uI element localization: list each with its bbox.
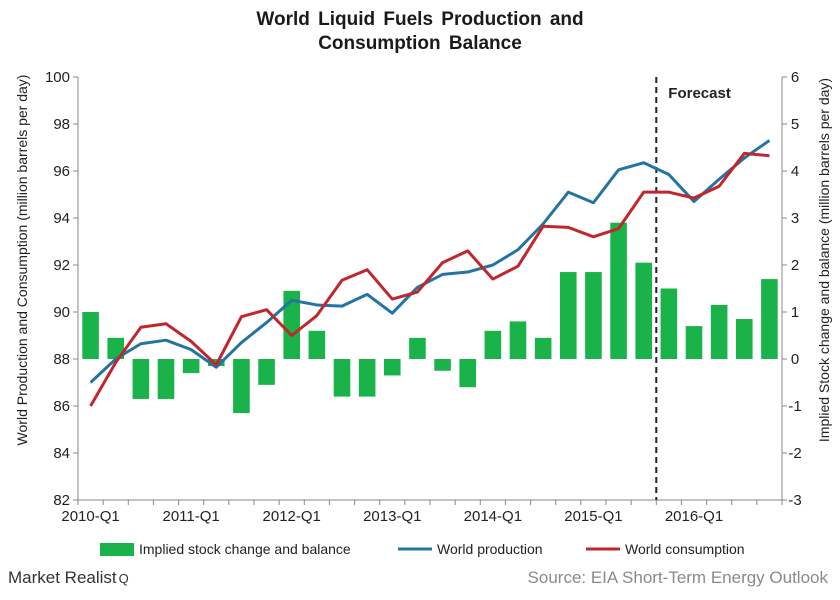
stock-change-bar — [358, 359, 376, 397]
world-consumption-line — [89, 151, 770, 407]
stock-change-bar — [585, 272, 602, 359]
stock-change-bar — [559, 272, 577, 359]
forecast-label: Forecast — [668, 85, 731, 102]
stock-change-bar — [534, 337, 552, 359]
source-note: Source: EIA Short-Term Energy Outlook — [527, 568, 828, 587]
implied-stock-change-and-balance-legend-label: Implied stock change and balance — [139, 541, 351, 557]
stock-change-bar — [258, 359, 275, 385]
stock-change-bar — [735, 319, 753, 359]
y-tick-right-label: -2 — [788, 445, 801, 462]
y-tick-right-label: 6 — [791, 69, 799, 86]
implied-stock-change-and-balance-legend-swatch — [100, 543, 134, 556]
world-consumption-legend-label: World consumption — [625, 541, 745, 557]
stock-change-bar — [107, 337, 125, 359]
brand-logo: Market Realist Q — [8, 568, 129, 588]
y-axis-label-left: World Production and Consumption (millio… — [14, 75, 30, 446]
lines-series — [89, 139, 771, 407]
x-tick-label: 2016-Q1 — [665, 508, 723, 525]
stock-change-bar — [635, 262, 653, 359]
y-tick-left-label: 96 — [53, 163, 70, 180]
y-tick-left-label: 86 — [53, 398, 70, 415]
y-tick-right-label: 4 — [791, 163, 799, 180]
stock-change-bar — [82, 312, 99, 359]
axes: 82 84 86 88 90 92 94 96 98 100 -3 -2 -1 0 1 2 3 4 5 6 2010-Q… — [45, 69, 802, 525]
y-tick-left-label: 90 — [53, 304, 70, 321]
chart-title-line-1: World Liquid Fuels Production and — [256, 9, 584, 30]
stock-change-bar — [685, 326, 703, 359]
y-tick-left-label: 88 — [53, 351, 70, 368]
y-tick-right-label: -3 — [788, 492, 801, 509]
stock-change-bar — [233, 359, 250, 414]
stock-change-bar — [710, 304, 728, 359]
x-tick-label: 2010-Q1 — [61, 508, 119, 525]
x-tick-label: 2014-Q1 — [464, 508, 522, 525]
stock-change-bar — [132, 359, 150, 399]
stock-change-bar — [383, 359, 401, 376]
x-tick-label: 2011-Q1 — [163, 508, 220, 525]
bars-series — [82, 222, 778, 414]
y-tick-left-label: 100 — [45, 69, 70, 86]
stock-change-bar — [333, 359, 351, 397]
stock-change-bar — [509, 321, 527, 359]
stock-change-bar — [157, 359, 175, 399]
y-tick-right-label: 3 — [791, 210, 799, 227]
stock-change-bar — [484, 330, 502, 359]
y-tick-left-label: 82 — [53, 492, 70, 509]
y-tick-right-label: -1 — [788, 398, 801, 415]
stock-change-bar — [308, 330, 326, 359]
x-tick-label: 2015-Q1 — [564, 508, 622, 525]
y-tick-left-label: 92 — [53, 257, 70, 274]
x-tick-label: 2013-Q1 — [363, 508, 421, 525]
x-tick-label: 2012-Q1 — [263, 508, 321, 525]
y-tick-left-label: 94 — [53, 210, 70, 227]
stock-change-bar — [409, 337, 426, 359]
y-tick-right-label: 5 — [791, 116, 799, 133]
world-production-line — [89, 139, 771, 384]
stock-change-bar — [283, 290, 301, 359]
y-axis-label-right: Implied Stock change and balance (millio… — [816, 78, 832, 442]
world-production-legend-label: World production — [437, 541, 543, 557]
y-tick-right-label: 0 — [791, 351, 799, 368]
stock-change-bar — [182, 359, 200, 374]
y-tick-right-label: 2 — [791, 257, 799, 274]
stock-change-bar — [459, 359, 477, 388]
y-tick-right-label: 1 — [791, 304, 799, 321]
y-tick-left-label: 98 — [53, 116, 70, 133]
legend: Implied stock change and balance World pr… — [100, 541, 745, 557]
chart-title-line-2: Consumption Balance — [318, 33, 522, 54]
stock-change-bar — [761, 279, 778, 359]
y-tick-left-label: 84 — [53, 445, 70, 462]
chart-title: World Liquid Fuels Production and Consum… — [0, 8, 840, 56]
brand-name: Market Realist — [8, 568, 117, 587]
stock-change-bar — [610, 222, 627, 359]
stock-change-bar — [660, 288, 678, 359]
stock-change-bar — [434, 359, 451, 371]
magnifier-icon: Q — [118, 571, 129, 586]
